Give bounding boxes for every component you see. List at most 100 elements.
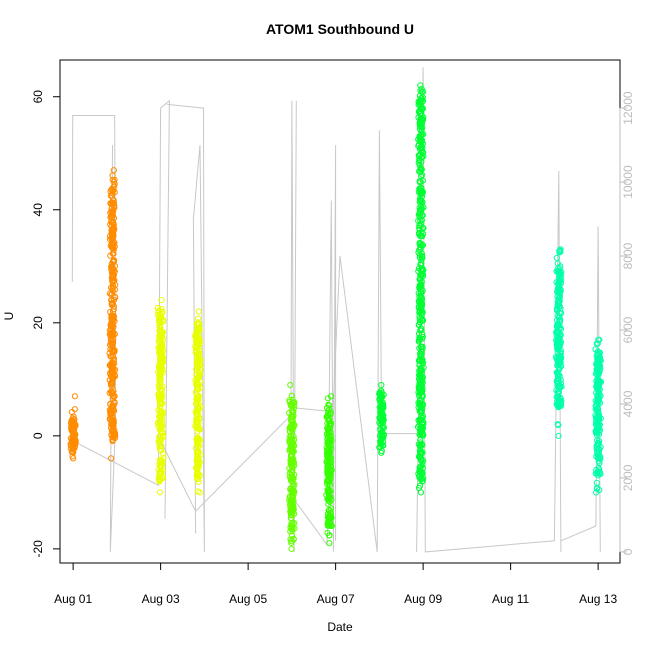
data-point <box>417 388 424 396</box>
data-point <box>555 288 562 295</box>
data-point <box>289 444 296 451</box>
data-point <box>195 478 202 485</box>
data-point <box>109 339 117 346</box>
data-point <box>327 409 334 416</box>
data-point <box>416 284 423 292</box>
data-point <box>326 532 333 539</box>
data-point <box>288 412 296 420</box>
data-point <box>595 382 602 389</box>
data-point <box>416 392 423 399</box>
data-point <box>417 165 424 172</box>
data-point <box>286 494 293 501</box>
data-point <box>158 424 165 431</box>
data-point <box>71 444 78 451</box>
data-point <box>70 437 77 444</box>
data-point <box>595 458 602 465</box>
data-point <box>195 308 202 315</box>
data-point <box>418 441 425 448</box>
data-point <box>69 415 76 422</box>
data-point <box>554 337 561 344</box>
data-point <box>71 416 78 423</box>
data-point <box>325 439 332 446</box>
data-point <box>555 346 562 353</box>
data-point <box>325 401 332 408</box>
data-point <box>289 524 296 531</box>
data-point <box>326 540 333 547</box>
data-point <box>194 423 201 430</box>
data-point <box>419 171 426 178</box>
data-point <box>111 204 118 211</box>
data-point <box>415 330 423 337</box>
data-point <box>557 377 564 384</box>
data-point <box>325 416 332 423</box>
data-point <box>110 306 117 313</box>
data-point <box>415 265 423 272</box>
data-point <box>156 489 164 496</box>
data-point <box>107 188 114 195</box>
data-point <box>555 432 562 439</box>
y-tick-label: 0 <box>31 432 45 439</box>
data-point <box>195 403 202 410</box>
data-point <box>416 226 423 233</box>
data-point <box>593 384 600 391</box>
data-point <box>107 410 114 418</box>
data-point <box>418 260 425 267</box>
data-point <box>197 403 204 410</box>
data-point <box>553 387 560 394</box>
data-point <box>109 200 116 207</box>
data-point <box>419 233 426 240</box>
data-point <box>287 457 294 464</box>
data-point <box>289 474 296 481</box>
data-point <box>158 331 165 339</box>
data-point <box>418 343 425 350</box>
data-point <box>557 280 565 287</box>
y2-tick-label: 4000 <box>621 390 635 417</box>
data-point <box>111 176 118 183</box>
data-point <box>592 427 599 434</box>
data-point <box>158 297 165 304</box>
data-point <box>417 319 424 326</box>
y2-tick-label: 12000 <box>621 91 635 125</box>
data-point <box>193 464 200 471</box>
data-point <box>196 371 203 378</box>
data-point <box>195 458 202 466</box>
data-point <box>556 289 564 297</box>
data-point <box>197 384 204 391</box>
data-point <box>71 393 79 400</box>
data-point <box>108 300 116 307</box>
data-point <box>157 376 164 383</box>
data-point <box>196 473 203 480</box>
data-point <box>554 345 561 352</box>
x-tick-label: Aug 03 <box>142 592 180 606</box>
data-point <box>556 281 563 288</box>
data-point <box>328 445 335 452</box>
data-point <box>154 304 161 312</box>
data-point <box>327 437 334 445</box>
data-point <box>555 371 562 378</box>
data-point <box>597 426 604 434</box>
data-point <box>192 408 199 415</box>
data-point <box>156 375 163 382</box>
data-point <box>325 453 332 460</box>
data-point <box>288 436 295 443</box>
data-point <box>324 488 331 495</box>
data-point <box>378 389 385 396</box>
data-point <box>109 212 117 219</box>
data-point <box>597 454 604 461</box>
y-axis-left: -20 0 20 40 60 <box>31 90 61 558</box>
data-point <box>592 346 599 353</box>
data-point <box>324 404 331 412</box>
data-point <box>158 393 165 400</box>
data-point <box>418 457 425 464</box>
data-point <box>416 239 423 246</box>
data-point <box>289 512 296 519</box>
data-point <box>419 253 426 260</box>
data-point <box>195 343 202 350</box>
data-point <box>108 297 115 304</box>
data-point <box>555 297 562 304</box>
data-point <box>378 447 385 455</box>
data-point <box>555 422 562 429</box>
data-point <box>377 439 384 447</box>
data-point <box>194 440 201 447</box>
data-point <box>290 475 297 482</box>
